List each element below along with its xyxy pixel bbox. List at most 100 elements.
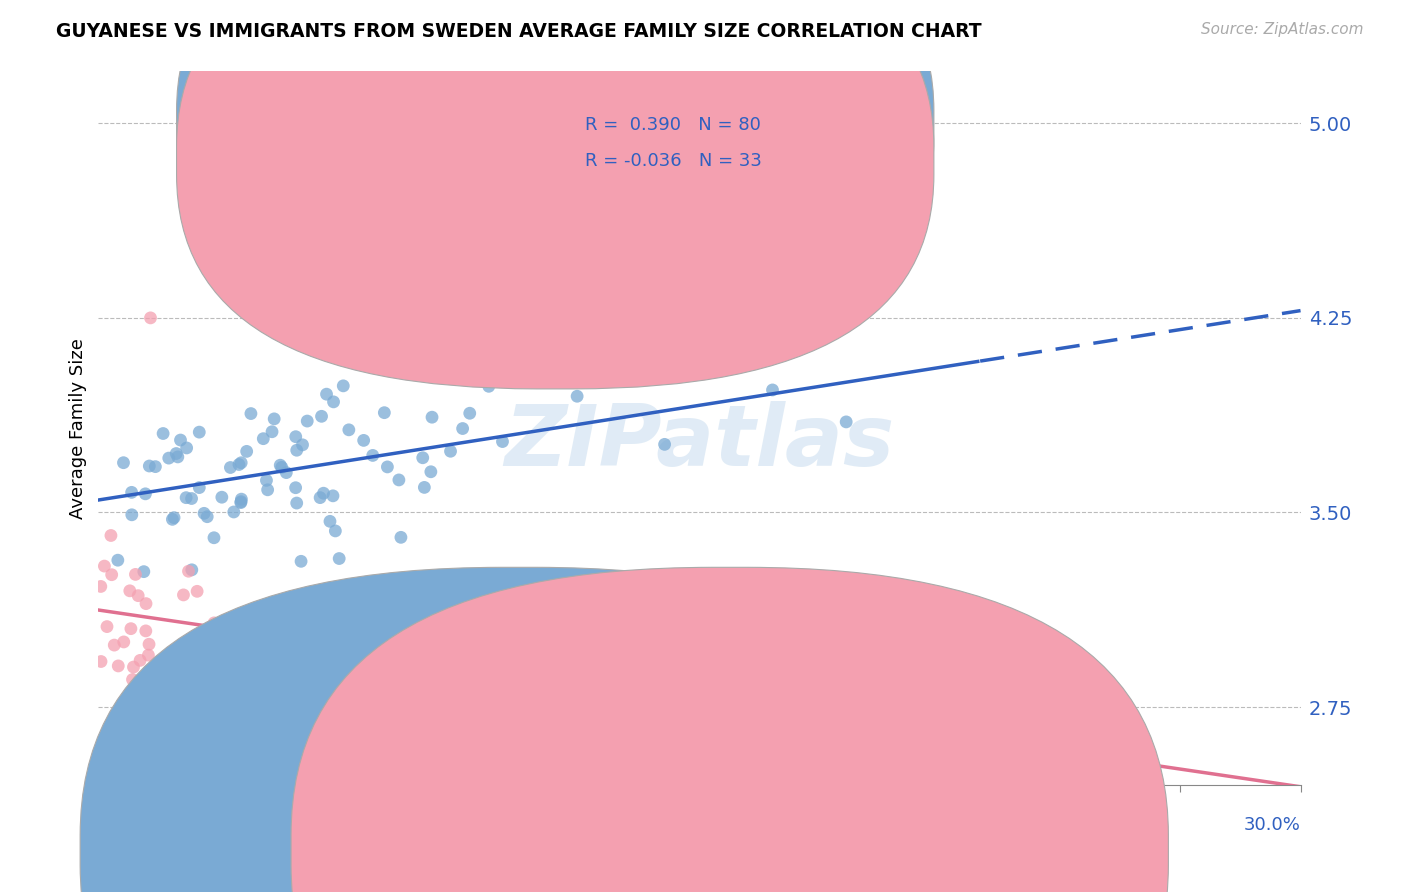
Point — [478, 379, 501, 393]
Point — [93, 559, 115, 574]
Point — [153, 664, 176, 678]
Point — [112, 635, 135, 649]
Point — [135, 597, 157, 611]
Y-axis label: Average Family Size: Average Family Size — [69, 338, 87, 518]
Point — [229, 495, 252, 509]
Point — [186, 584, 208, 599]
Point — [419, 465, 441, 479]
Point — [413, 480, 436, 494]
Point — [262, 624, 284, 638]
Point — [132, 565, 155, 579]
Point — [439, 444, 461, 458]
Point — [328, 551, 350, 566]
Point — [361, 449, 384, 463]
Point — [322, 489, 344, 503]
Point — [761, 383, 783, 397]
Point — [118, 583, 141, 598]
Point — [231, 492, 253, 507]
Point — [190, 631, 212, 645]
Point — [172, 588, 194, 602]
Point — [337, 423, 360, 437]
Point — [121, 508, 143, 522]
Text: R =  0.390   N = 80: R = 0.390 N = 80 — [585, 116, 761, 134]
Point — [319, 514, 342, 528]
Point — [211, 490, 233, 504]
Point — [120, 622, 142, 636]
Point — [193, 506, 215, 520]
Point — [96, 619, 118, 633]
Point — [285, 496, 308, 510]
Point — [166, 450, 188, 464]
Point — [388, 473, 411, 487]
Point — [256, 483, 278, 497]
Point — [121, 485, 143, 500]
Point — [229, 494, 252, 508]
Point — [177, 564, 200, 578]
Point — [309, 491, 332, 505]
Point — [291, 438, 314, 452]
Text: 30.0%: 30.0% — [1244, 816, 1301, 834]
Point — [219, 460, 242, 475]
Point — [188, 481, 211, 495]
Point — [138, 458, 160, 473]
Point — [451, 421, 474, 435]
Point — [412, 450, 434, 465]
Point — [202, 615, 225, 630]
Point — [228, 458, 250, 472]
Point — [284, 481, 307, 495]
Point — [188, 425, 211, 439]
Point — [134, 487, 156, 501]
Point — [420, 410, 443, 425]
Text: 0.0%: 0.0% — [98, 816, 143, 834]
Point — [90, 579, 112, 593]
Point — [312, 486, 335, 500]
Point — [565, 389, 588, 403]
Point — [194, 720, 217, 734]
Point — [260, 425, 283, 439]
Point — [252, 432, 274, 446]
Point — [121, 673, 143, 687]
Point — [180, 491, 202, 506]
Point — [222, 505, 245, 519]
Point — [186, 649, 208, 664]
Text: R = -0.036   N = 33: R = -0.036 N = 33 — [585, 152, 762, 169]
Text: GUYANESE VS IMMIGRANTS FROM SWEDEN AVERAGE FAMILY SIZE CORRELATION CHART: GUYANESE VS IMMIGRANTS FROM SWEDEN AVERA… — [56, 22, 981, 41]
Point — [325, 524, 347, 538]
Point — [231, 456, 253, 470]
Point — [239, 407, 262, 421]
Point — [654, 437, 676, 451]
Point — [159, 653, 181, 667]
Point — [389, 530, 412, 544]
Point — [162, 512, 184, 526]
Point — [152, 426, 174, 441]
Point — [165, 446, 187, 460]
Point — [256, 474, 278, 488]
Point — [103, 638, 125, 652]
Point — [138, 648, 160, 662]
Point — [322, 395, 344, 409]
Point — [195, 509, 218, 524]
Point — [100, 567, 122, 582]
Point — [263, 412, 285, 426]
Point — [112, 456, 135, 470]
Point — [373, 406, 395, 420]
Point — [145, 459, 167, 474]
Point — [139, 310, 162, 325]
Point — [284, 430, 307, 444]
Point — [290, 554, 312, 568]
FancyBboxPatch shape — [501, 86, 922, 196]
Point — [135, 624, 157, 638]
Point — [200, 659, 222, 673]
Point — [157, 451, 180, 466]
FancyBboxPatch shape — [177, 0, 934, 353]
Point — [124, 567, 146, 582]
Point — [174, 491, 197, 505]
Point — [100, 528, 122, 542]
Point — [270, 460, 292, 475]
Text: Guyanese: Guyanese — [541, 840, 624, 858]
Point — [458, 406, 481, 420]
Point — [377, 459, 399, 474]
Point — [332, 379, 354, 393]
Point — [835, 415, 858, 429]
Text: Immigrants from Sweden: Immigrants from Sweden — [752, 840, 962, 858]
